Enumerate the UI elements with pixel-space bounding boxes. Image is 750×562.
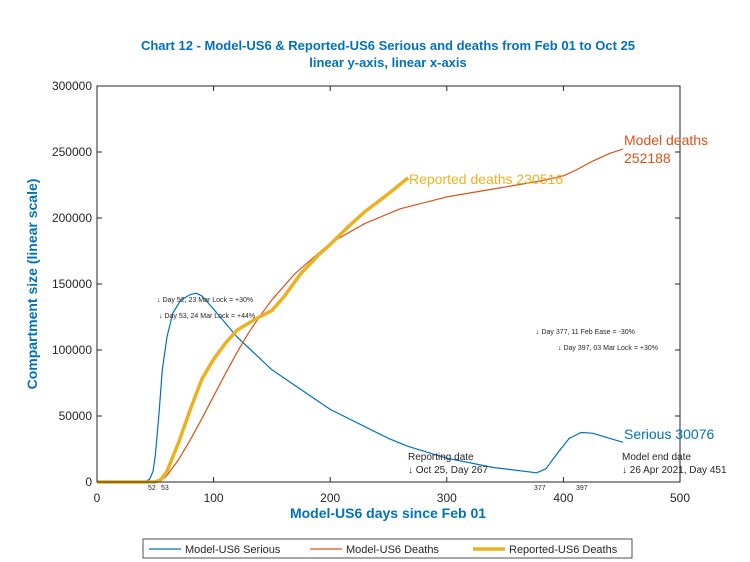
model-deaths-label: Model deaths — [624, 132, 708, 148]
plot-lines — [97, 148, 624, 484]
x-tick-label: 0 — [94, 491, 101, 505]
legend-deaths: Model-US6 Deaths — [346, 544, 439, 556]
marker-53: 53 — [161, 485, 169, 492]
marker-52: 52 — [148, 485, 156, 492]
reported-deaths-label: Reported deaths 230516 — [409, 171, 563, 187]
legend-box — [142, 538, 633, 559]
y-ticks: 0 50000 100000 150000 200000 250000 300000 — [52, 79, 680, 489]
model-end-date-label: Model end date — [622, 452, 691, 463]
reporting-date-value: ↓ Oct 25, Day 267 — [408, 465, 488, 476]
model-end-date-value: ↓ 26 Apr 2021, Day 451 — [622, 465, 727, 476]
annotation-day397: ↓ Day 397, 03 Mar Lock = +30% — [558, 345, 658, 352]
marker-397: 397 — [576, 485, 588, 492]
chart-title: Chart 12 - Model-US6 & Reported-US6 Seri… — [141, 38, 635, 53]
y-tick-label: 300000 — [52, 79, 92, 93]
x-ticks: 0 100 200 300 400 500 — [94, 86, 690, 505]
series-line-2 — [97, 176, 410, 484]
model-deaths-value: 252188 — [624, 150, 671, 166]
x-tick-label: 100 — [204, 491, 224, 505]
legend-serious: Model-US6 Serious — [185, 544, 281, 556]
y-tick-label: 50000 — [59, 409, 93, 423]
x-tick-label: 300 — [437, 491, 457, 505]
y-tick-label: 100000 — [52, 343, 92, 357]
annotation-day377: ↓ Day 377, 11 Feb Ease = -30% — [536, 329, 635, 336]
serious-label: Serious 30076 — [624, 426, 715, 442]
legend-reported: Reported-US6 Deaths — [509, 544, 618, 556]
marker-377: 377 — [534, 485, 546, 492]
annotation-day52: ↓ Day 52, 23 Mar Lock = +30% — [157, 297, 253, 304]
x-tick-label: 500 — [670, 491, 690, 505]
x-tick-label: 400 — [553, 491, 573, 505]
series-line-0 — [97, 292, 624, 483]
x-axis-label: Model-US6 days since Feb 01 — [290, 505, 486, 521]
y-axis-label: Compartment size (linear scale) — [24, 179, 40, 390]
y-tick-label: 200000 — [52, 211, 92, 225]
y-tick-label: 150000 — [52, 277, 92, 291]
chart-subtitle: linear y-axis, linear x-axis — [309, 55, 467, 70]
y-tick-label: 250000 — [52, 145, 92, 159]
legend: Model-US6 Serious Model-US6 Deaths Repor… — [142, 538, 633, 559]
reporting-date-label: Reporting date — [408, 452, 474, 463]
series-line-1 — [97, 148, 624, 483]
y-tick-label: 0 — [85, 475, 92, 489]
annotation-day53: ↓ Day 53, 24 Mar Lock = +44% — [159, 313, 255, 320]
x-tick-label: 200 — [320, 491, 340, 505]
